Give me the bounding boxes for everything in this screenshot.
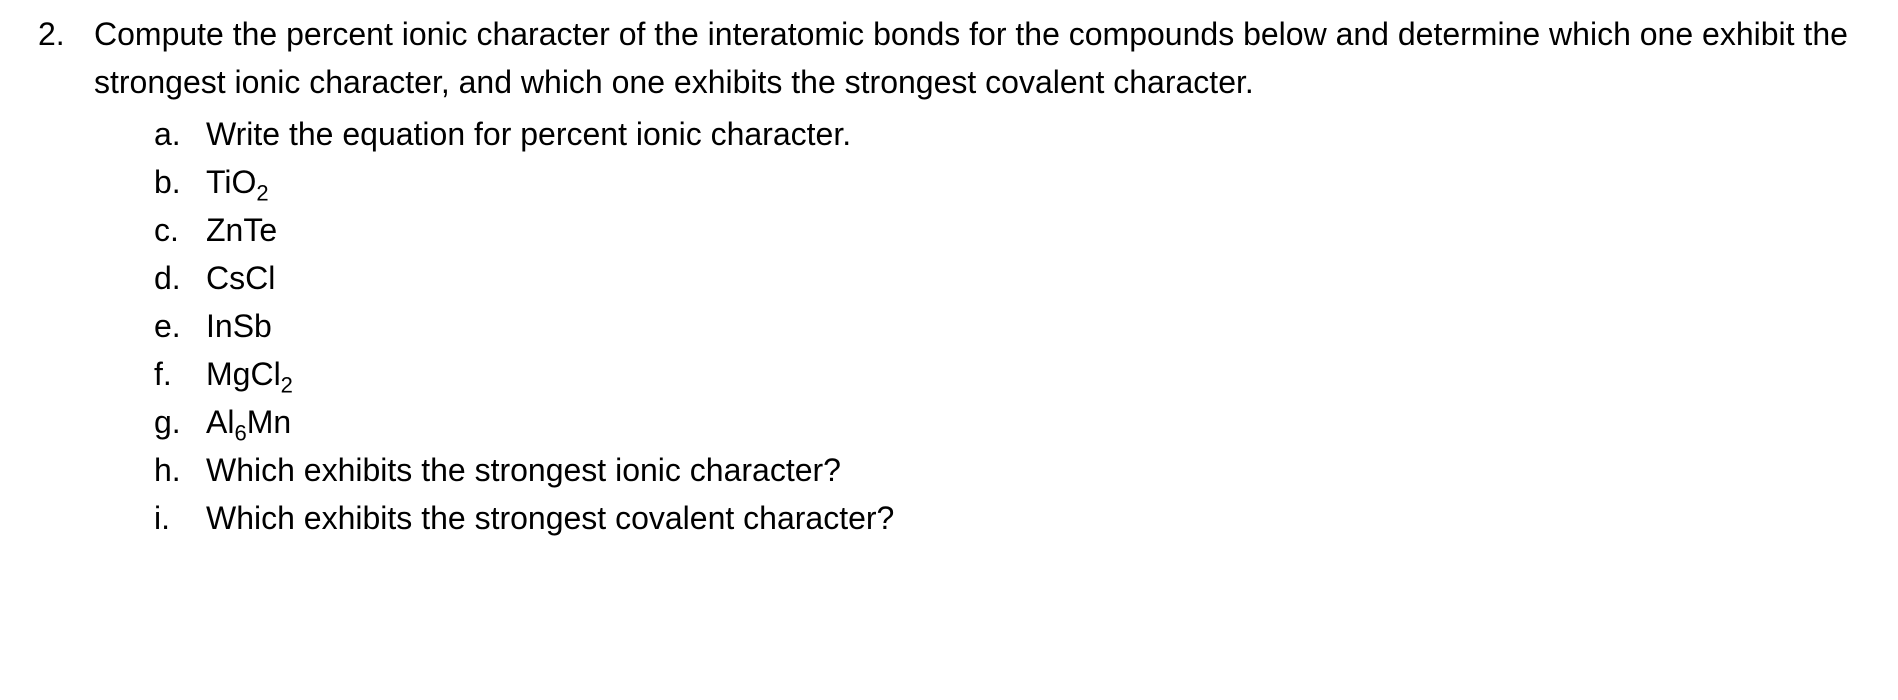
question-container: 2. Compute the percent ionic character o… [30, 10, 1868, 542]
sub-item-text-main: CsCl [206, 260, 275, 296]
sub-item: b.TiO2 [154, 158, 1868, 206]
sub-item-text: Which exhibits the strongest covalent ch… [206, 494, 1868, 542]
sub-item-letter: i. [154, 494, 206, 542]
sub-item-letter: c. [154, 206, 206, 254]
sub-item: g.Al6Mn [154, 398, 1868, 446]
sub-item: c.ZnTe [154, 206, 1868, 254]
sub-item-letter: a. [154, 110, 206, 158]
sub-item-letter: d. [154, 254, 206, 302]
sub-item-text: Which exhibits the strongest ionic chara… [206, 446, 1868, 494]
sub-item: h.Which exhibits the strongest ionic cha… [154, 446, 1868, 494]
sub-item: e.InSb [154, 302, 1868, 350]
sub-item-text-main: MgCl [206, 356, 281, 392]
question-text: Compute the percent ionic character of t… [94, 10, 1868, 106]
sub-item-letter: h. [154, 446, 206, 494]
subscript: 2 [256, 180, 268, 205]
sub-item-text-main: ZnTe [206, 212, 277, 248]
sub-item-text: TiO2 [206, 158, 1868, 206]
sub-item-letter: e. [154, 302, 206, 350]
sub-item-text-main: InSb [206, 308, 272, 344]
subscript: 6 [234, 420, 246, 445]
question-body: Compute the percent ionic character of t… [94, 10, 1868, 542]
sub-item-letter: b. [154, 158, 206, 206]
sub-item-text-after: Mn [247, 404, 291, 440]
sub-item-text: InSb [206, 302, 1868, 350]
sub-item-text: Al6Mn [206, 398, 1868, 446]
question-number: 2. [30, 10, 94, 58]
subscript: 2 [281, 372, 293, 397]
sub-item-text: Write the equation for percent ionic cha… [206, 110, 1868, 158]
sub-item-letter: g. [154, 398, 206, 446]
sub-item-text: MgCl2 [206, 350, 1868, 398]
sub-item-text: CsCl [206, 254, 1868, 302]
sub-item-text-main: Which exhibits the strongest covalent ch… [206, 500, 894, 536]
sub-item-text: ZnTe [206, 206, 1868, 254]
sub-item: a.Write the equation for percent ionic c… [154, 110, 1868, 158]
sub-list: a.Write the equation for percent ionic c… [154, 110, 1868, 542]
sub-item-text-main: Al [206, 404, 234, 440]
sub-item: f.MgCl2 [154, 350, 1868, 398]
sub-item-text-main: Write the equation for percent ionic cha… [206, 116, 851, 152]
sub-item: d.CsCl [154, 254, 1868, 302]
sub-item-letter: f. [154, 350, 206, 398]
sub-item-text-main: Which exhibits the strongest ionic chara… [206, 452, 841, 488]
sub-item-text-main: TiO [206, 164, 256, 200]
sub-item: i.Which exhibits the strongest covalent … [154, 494, 1868, 542]
